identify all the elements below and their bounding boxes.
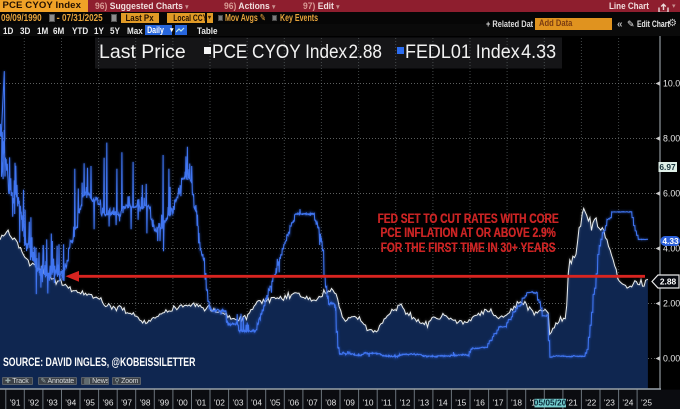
svg-text:’91: ’91 <box>9 398 20 408</box>
svg-text:’12: ’12 <box>399 398 410 408</box>
svg-text:’13: ’13 <box>418 398 429 408</box>
svg-text:6.97: 6.97 <box>659 162 676 172</box>
svg-text:’11: ’11 <box>381 398 392 408</box>
svg-text:’21: ’21 <box>567 398 578 408</box>
svg-text:’05: ’05 <box>269 398 280 408</box>
svg-text:’17: ’17 <box>492 398 503 408</box>
svg-text:’25: ’25 <box>641 398 652 408</box>
svg-text:’15: ’15 <box>455 398 466 408</box>
svg-text:’09: ’09 <box>344 398 355 408</box>
svg-text:’03: ’03 <box>232 398 243 408</box>
svg-text:’97: ’97 <box>121 398 132 408</box>
svg-text:’08: ’08 <box>325 398 336 408</box>
svg-text:’23: ’23 <box>604 398 615 408</box>
svg-text:05/05/20: 05/05/20 <box>534 398 567 408</box>
svg-text:’02: ’02 <box>214 398 225 408</box>
svg-text:6.00: 6.00 <box>663 189 680 199</box>
svg-text:8.00: 8.00 <box>663 134 680 144</box>
svg-text:10.00: 10.00 <box>663 79 680 89</box>
svg-text:’22: ’22 <box>585 398 596 408</box>
svg-text:’95: ’95 <box>84 398 95 408</box>
svg-text:’10: ’10 <box>362 398 373 408</box>
svg-text:4.33: 4.33 <box>662 236 679 246</box>
svg-text:’18: ’18 <box>511 398 522 408</box>
svg-text:’04: ’04 <box>251 398 262 408</box>
svg-text:’16: ’16 <box>474 398 485 408</box>
svg-text:’94: ’94 <box>65 398 76 408</box>
svg-text:’96: ’96 <box>102 398 113 408</box>
svg-text:2.00: 2.00 <box>663 299 680 309</box>
svg-text:’07: ’07 <box>307 398 318 408</box>
svg-text:’92: ’92 <box>28 398 39 408</box>
svg-text:’99: ’99 <box>158 398 169 408</box>
svg-text:’14: ’14 <box>437 398 448 408</box>
svg-text:’00: ’00 <box>177 398 188 408</box>
svg-text:4.00: 4.00 <box>663 244 680 254</box>
svg-text:’93: ’93 <box>47 398 58 408</box>
svg-text:’24: ’24 <box>622 398 633 408</box>
svg-text:0.00: 0.00 <box>663 354 680 364</box>
svg-text:’98: ’98 <box>139 398 150 408</box>
svg-text:2.88: 2.88 <box>660 277 677 287</box>
svg-text:’06: ’06 <box>288 398 299 408</box>
svg-text:’01: ’01 <box>195 398 206 408</box>
